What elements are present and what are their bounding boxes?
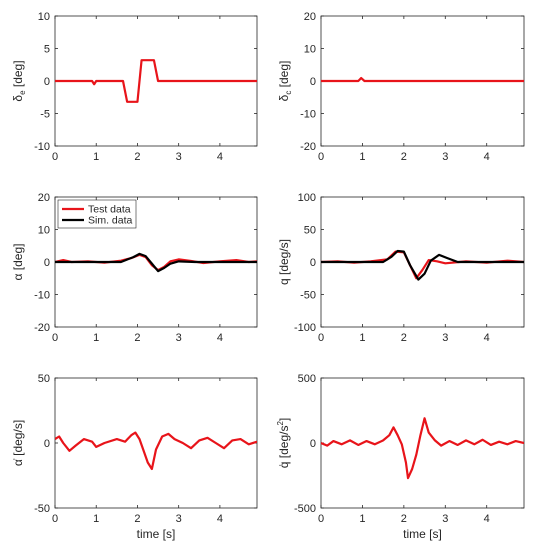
y-axis-label-sup: 2 xyxy=(276,421,285,426)
y-tick-label: 100 xyxy=(298,192,316,204)
y-tick-label: 0 xyxy=(44,257,50,269)
series-line-test xyxy=(55,431,257,471)
x-tick-label: 0 xyxy=(52,513,58,525)
x-tick-label: 2 xyxy=(401,151,407,163)
x-tick-label: 4 xyxy=(217,513,223,525)
y-axis-label-main: δ xyxy=(277,94,291,101)
y-axis-label-unit: [deg] xyxy=(277,61,291,91)
x-tick-label: 4 xyxy=(217,332,223,344)
y-tick-label: 0 xyxy=(310,438,316,450)
y-tick-label: 20 xyxy=(304,11,316,23)
y-axis-label-main: α xyxy=(11,273,25,280)
axes-box xyxy=(54,377,258,509)
y-axis-label: α [deg] xyxy=(11,244,25,281)
x-tick-label: 1 xyxy=(359,332,365,344)
y-axis-label-unit: ] xyxy=(277,418,291,421)
y-tick-label: -50 xyxy=(300,290,316,302)
x-tick-label: 4 xyxy=(484,151,490,163)
y-tick-label: -100 xyxy=(294,322,316,334)
y-axis-label-unit: [deg] xyxy=(11,244,25,274)
x-tick-label: 1 xyxy=(359,151,365,163)
x-tick-label: 2 xyxy=(401,513,407,525)
x-tick-label: 3 xyxy=(442,332,448,344)
x-tick-label: 1 xyxy=(359,513,365,525)
x-tick-label: 1 xyxy=(93,151,99,163)
y-tick-label: 50 xyxy=(38,373,50,385)
series-line-sim xyxy=(321,249,524,281)
y-tick-label: 10 xyxy=(38,11,50,23)
series-line-test xyxy=(55,59,257,103)
y-tick-label: 0 xyxy=(310,76,316,88)
y-tick-label: -5 xyxy=(40,109,50,121)
y-axis-label: δe [deg] xyxy=(11,60,27,101)
x-tick-label: 4 xyxy=(484,332,490,344)
y-tick-label: 20 xyxy=(38,192,50,204)
y-axis-label-main: q [deg/s] xyxy=(277,239,291,285)
y-tick-label: 0 xyxy=(310,257,316,269)
x-tick-label: 2 xyxy=(401,332,407,344)
series-line-test xyxy=(321,417,524,480)
y-tick-label: 0 xyxy=(44,76,50,88)
x-tick-label: 0 xyxy=(52,332,58,344)
legend-label-sim: Sim. data xyxy=(88,215,133,227)
y-tick-label: -20 xyxy=(300,141,316,153)
legend-box xyxy=(57,199,137,229)
y-tick-label: 5 xyxy=(44,44,50,56)
x-tick-label: 1 xyxy=(93,513,99,525)
y-axis-label: q̇ [deg/s2] xyxy=(276,418,291,469)
y-axis-label-sub: e xyxy=(18,90,27,95)
x-tick-label: 3 xyxy=(442,151,448,163)
y-tick-label: 10 xyxy=(304,44,316,56)
y-tick-label: -10 xyxy=(300,109,316,121)
x-tick-label: 0 xyxy=(318,332,324,344)
y-axis-label-unit: [deg] xyxy=(11,60,25,90)
x-tick-label: 2 xyxy=(134,332,140,344)
x-tick-label: 4 xyxy=(217,151,223,163)
x-tick-label: 0 xyxy=(318,513,324,525)
x-tick-label: 0 xyxy=(52,151,58,163)
y-tick-label: 0 xyxy=(44,438,50,450)
panel-dc: 0 1 2 3 4 -20 -10 0 10 20 δc [deg] xyxy=(277,11,525,163)
y-tick-label: -10 xyxy=(34,290,50,302)
y-tick-label: -500 xyxy=(294,503,316,515)
x-tick-label: 2 xyxy=(134,151,140,163)
y-axis-label: α̇ [deg/s] xyxy=(11,420,25,466)
x-axis-label: time [s] xyxy=(403,527,442,541)
y-axis-label-main: δ xyxy=(11,95,25,102)
y-tick-label: 10 xyxy=(38,225,50,237)
x-tick-label: 2 xyxy=(134,513,140,525)
y-tick-label: -20 xyxy=(34,322,50,334)
y-tick-label: 500 xyxy=(298,373,316,385)
y-tick-label: -50 xyxy=(34,503,50,515)
x-tick-label: 3 xyxy=(442,513,448,525)
x-tick-label: 3 xyxy=(176,513,182,525)
series-line-test xyxy=(321,76,524,83)
y-tick-label: -10 xyxy=(34,141,50,153)
y-tick-label: 50 xyxy=(304,225,316,237)
x-tick-label: 1 xyxy=(93,332,99,344)
y-axis-label: δc [deg] xyxy=(277,61,293,102)
y-axis-label-sub: c xyxy=(284,91,293,95)
x-tick-label: 3 xyxy=(176,151,182,163)
x-tick-label: 3 xyxy=(176,332,182,344)
panel-q: 0 1 2 3 4 -100 -50 0 50 100 q [deg/s] xyxy=(277,192,525,344)
panel-de: 0 1 2 3 4 -10 -5 0 5 10 δe [deg] xyxy=(11,11,258,163)
x-tick-label: 0 xyxy=(318,151,324,163)
y-axis-label-main: q̇ [deg/s xyxy=(277,426,291,469)
series-line-sim xyxy=(55,252,257,273)
x-axis-label: time [s] xyxy=(137,527,176,541)
y-axis-label: q [deg/s] xyxy=(277,239,291,285)
x-tick-label: 4 xyxy=(484,513,490,525)
y-axis-label-main: α̇ [deg/s] xyxy=(11,420,25,466)
legend-label-test: Test data xyxy=(88,204,131,216)
